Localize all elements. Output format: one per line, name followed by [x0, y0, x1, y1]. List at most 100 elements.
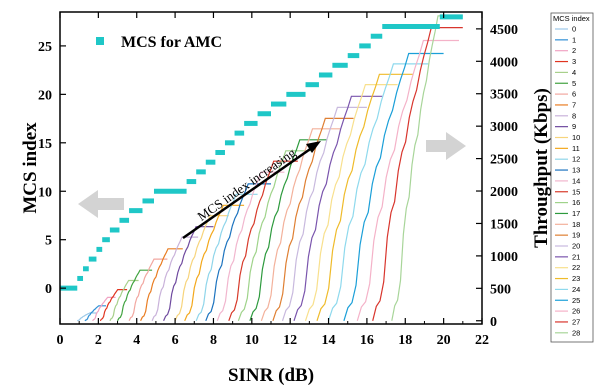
legend-label-14: 14 [572, 176, 580, 185]
throughput-line-mcs-14 [216, 171, 285, 322]
legend-label-21: 21 [572, 252, 580, 261]
throughput-line-mcs-11 [184, 204, 245, 322]
legend-label-27: 27 [572, 317, 580, 326]
throughput-line-mcs-1 [84, 305, 106, 322]
legend-label-0: 0 [572, 25, 576, 34]
y-axis-left: 0 5 10 15 20 25 [38, 40, 66, 297]
throughput-line-mcs-3 [99, 289, 128, 322]
mcs-series-group [60, 14, 463, 291]
throughput-line-mcs-26 [356, 39, 459, 321]
legend-label-1: 1 [572, 35, 576, 44]
x-tick-label: 16 [360, 333, 374, 348]
y-right-tick-label: 2500 [490, 153, 518, 168]
y-right-tick-label: 0 [490, 315, 497, 330]
throughput-line-mcs-10 [174, 215, 229, 322]
legend-label-20: 20 [572, 242, 580, 251]
throughput-line-mcs-20 [281, 106, 367, 321]
left-axis-pointer-arrow [78, 190, 124, 218]
throughput-line-mcs-25 [343, 52, 444, 321]
throughput-legend: MCS index 012345678910111213141516171819… [550, 12, 594, 343]
throughput-line-mcs-6 [128, 258, 168, 322]
y-right-tick-label: 500 [490, 282, 511, 297]
throughput-line-mcs-2 [92, 296, 116, 322]
x-tick-label: 6 [172, 333, 179, 348]
x-tick-label: 10 [245, 333, 259, 348]
y-left-tick-label: 5 [45, 234, 52, 249]
legend-label-2: 2 [572, 46, 576, 55]
y-left-tick-label: 25 [38, 40, 52, 55]
legend-label-22: 22 [572, 263, 580, 272]
arrow-shaft [182, 143, 317, 240]
throughput-line-mcs-8 [151, 236, 199, 322]
throughput-line-mcs-23 [316, 73, 413, 321]
mcs-legend-label: MCS for AMC [121, 34, 222, 51]
legend-label-10: 10 [572, 133, 580, 142]
throughput-line-mcs-27 [372, 27, 463, 321]
x-axis: 0 2 4 6 8 10 12 14 16 18 20 22 [57, 12, 489, 348]
throughput-line-mcs-9 [163, 226, 214, 322]
throughput-line-mcs-28 [391, 15, 463, 321]
x-tick-label: 4 [133, 333, 140, 348]
y-right-tick-label: 2000 [490, 185, 518, 200]
legend-label-13: 13 [572, 166, 580, 175]
x-tick-label: 18 [398, 333, 412, 348]
throughput-line-mcs-18 [260, 128, 341, 321]
mcs-legend-marker [96, 37, 104, 45]
mcs-legend: MCS for AMC [96, 34, 222, 51]
throughput-line-mcs-16 [237, 150, 312, 322]
x-tick-label: 8 [210, 333, 217, 348]
x-axis-title: SINR (dB) [228, 365, 314, 385]
legend-title: MCS index [553, 14, 590, 23]
throughput-line-mcs-21 [293, 95, 383, 321]
y-axis-right: 0 500 1000 1500 2000 2500 3000 3500 4000 4500 [476, 23, 518, 330]
y-right-tick-label: 3500 [490, 88, 518, 103]
y-right-tick-label: 3000 [490, 120, 518, 135]
legend-label-12: 12 [572, 155, 580, 164]
throughput-line-mcs-22 [304, 83, 398, 321]
y-right-tick-label: 1500 [490, 217, 518, 232]
legend-label-26: 26 [572, 307, 580, 316]
trend-arrow: MCS index increasing [182, 141, 321, 240]
x-tick-label: 12 [283, 333, 297, 348]
throughput-line-mcs-5 [116, 269, 153, 322]
legend-label-9: 9 [572, 122, 576, 131]
legend-label-19: 19 [572, 231, 580, 240]
arrow-head [306, 141, 321, 153]
y-axis-right-title: Throughput (Kbps) [531, 88, 552, 248]
x-tick-label: 20 [437, 333, 451, 348]
x-tick-label: 0 [57, 333, 64, 348]
legend-label-15: 15 [572, 187, 580, 196]
legend-label-16: 16 [572, 198, 580, 207]
legend-label-17: 17 [572, 209, 580, 218]
legend-label-23: 23 [572, 274, 580, 283]
right-axis-pointer-arrow [426, 132, 466, 160]
throughput-line-mcs-0 [77, 312, 97, 322]
x-tick-label: 22 [475, 333, 489, 348]
y-right-tick-label: 1000 [490, 250, 518, 265]
y-left-tick-label: 15 [38, 137, 52, 152]
legend-label-28: 28 [572, 328, 580, 337]
throughput-line-mcs-7 [140, 248, 183, 322]
legend-label-25: 25 [572, 296, 580, 305]
legend-label-24: 24 [572, 285, 580, 294]
legend-label-5: 5 [572, 79, 576, 88]
legend-box [550, 12, 594, 343]
legend-label-3: 3 [572, 57, 576, 66]
y-right-tick-label: 4500 [490, 23, 518, 38]
legend-label-11: 11 [572, 144, 580, 153]
throughput-line-mcs-24 [327, 63, 429, 321]
legend-label-6: 6 [572, 90, 576, 99]
y-left-tick-label: 0 [45, 282, 52, 297]
legend-label-7: 7 [572, 100, 576, 109]
throughput-line-mcs-17 [249, 139, 327, 321]
legend-label-4: 4 [572, 68, 576, 77]
throughput-line-mcs-4 [109, 279, 139, 322]
throughput-line-mcs-19 [272, 117, 354, 321]
y-right-tick-label: 4000 [490, 55, 518, 70]
legend-label-8: 8 [572, 111, 576, 120]
y-left-tick-label: 20 [38, 88, 52, 103]
x-tick-label: 14 [322, 333, 336, 348]
y-axis-left-title: MCS index [20, 122, 41, 214]
throughput-line-mcs-15 [228, 160, 298, 322]
